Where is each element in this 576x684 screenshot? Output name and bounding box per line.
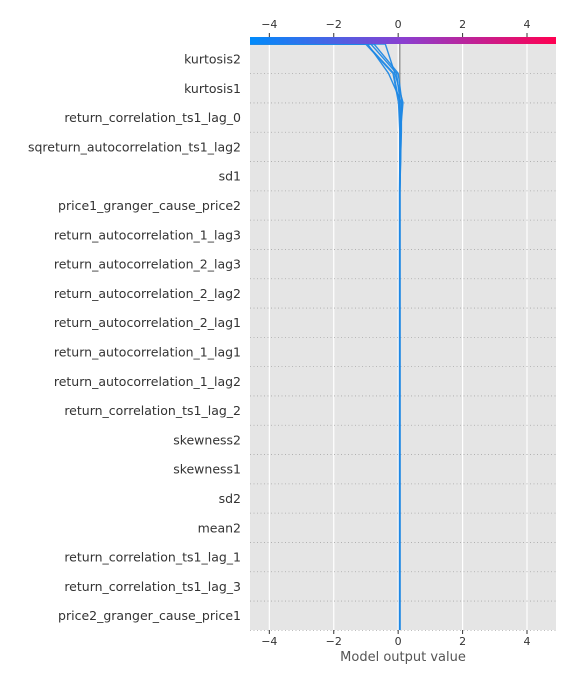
bottom-axis-ticks: −4 −2 0 2 4 (261, 630, 531, 648)
feature-label: return_autocorrelation_2_lag1 (54, 315, 241, 330)
feature-label: kurtosis2 (184, 52, 241, 67)
feature-labels: kurtosis2 kurtosis1 return_correlation_ts1… (28, 52, 241, 624)
bottom-tick-label: 0 (395, 635, 402, 648)
feature-label: return_autocorrelation_1_lag3 (54, 227, 241, 242)
feature-label: sd1 (219, 169, 241, 184)
vertical-gridlines (268, 44, 528, 630)
x-axis-title: Model output value (340, 650, 466, 665)
feature-label: return_autocorrelation_1_lag1 (54, 345, 241, 360)
feature-label: price2_granger_cause_price1 (58, 608, 241, 623)
bottom-tick-label: −2 (326, 635, 342, 648)
decision-lines (250, 43, 404, 630)
feature-label: price1_granger_cause_price2 (58, 198, 241, 213)
top-tick-label: 4 (524, 18, 531, 31)
decision-line (250, 43, 403, 630)
bottom-tick-label: 4 (524, 635, 531, 648)
feature-label: return_correlation_ts1_lag_1 (64, 550, 241, 565)
top-axis-ticks: −4 −2 0 2 4 (261, 18, 531, 37)
bottom-tick-label: 2 (459, 635, 466, 648)
feature-label: mean2 (198, 520, 241, 535)
top-tick-label: −4 (261, 18, 277, 31)
feature-label: sd2 (219, 491, 241, 506)
feature-label: kurtosis1 (184, 81, 241, 96)
top-tick-label: 0 (395, 18, 402, 31)
bottom-tick-label: −4 (261, 635, 277, 648)
colorbar (250, 37, 556, 44)
top-tick-label: 2 (459, 18, 466, 31)
top-tick-label: −2 (326, 18, 342, 31)
feature-label: skewness1 (173, 462, 241, 477)
feature-label: return_correlation_ts1_lag_3 (64, 579, 241, 594)
feature-label: return_autocorrelation_2_lag3 (54, 257, 241, 272)
feature-label: sqreturn_autocorrelation_ts1_lag2 (28, 139, 241, 154)
feature-label: skewness2 (173, 432, 241, 447)
feature-label: return_autocorrelation_2_lag2 (54, 286, 241, 301)
feature-label: return_autocorrelation_1_lag2 (54, 374, 241, 389)
feature-label: return_correlation_ts1_lag_0 (64, 110, 241, 125)
plot-background (250, 44, 556, 630)
feature-label: return_correlation_ts1_lag_2 (64, 403, 241, 418)
